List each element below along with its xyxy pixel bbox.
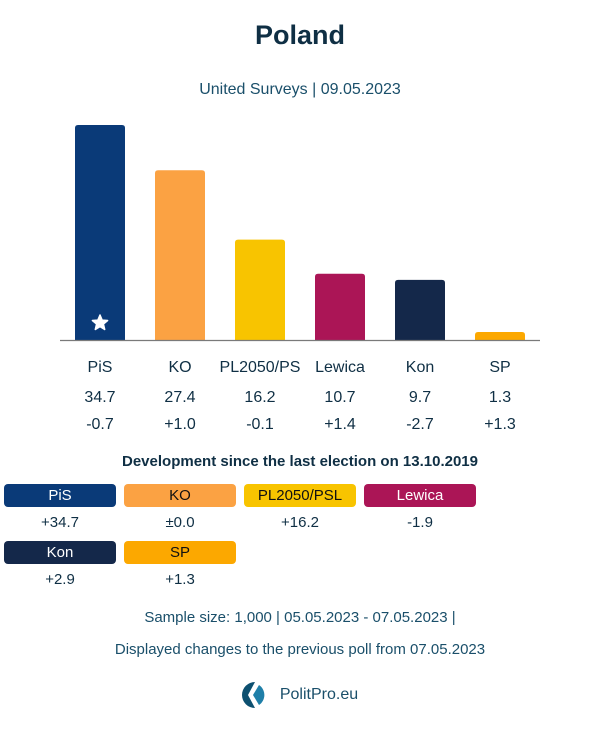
value-label: 34.7	[84, 389, 115, 406]
party-badge: KO	[124, 484, 236, 507]
value-label: 27.4	[164, 389, 195, 406]
bar-ko	[155, 170, 205, 340]
party-badge: Lewica	[364, 484, 476, 507]
value-label: 9.7	[409, 389, 431, 406]
bar-sp	[475, 331, 525, 340]
change-label: -0.7	[86, 416, 114, 433]
politpro-logo-icon	[241, 682, 265, 708]
category-label: PiS	[88, 359, 113, 376]
development-item: SP +1.3	[124, 541, 236, 592]
bar-kon	[395, 279, 445, 340]
development-grid: PiS +34.7 KO ±0.0 PL2050/PSL +16.2 Lewica -1.9 K…	[4, 484, 600, 598]
star-icon	[91, 314, 109, 331]
value-label: 10.7	[324, 389, 355, 406]
poll-source-date: United Surveys | 09.05.2023	[199, 81, 401, 98]
development-item: Lewica -1.9	[364, 484, 476, 535]
sample-size-text: Sample size: 1,000 | 05.05.2023 - 07.05.…	[144, 609, 456, 626]
development-item: KO ±0.0	[124, 484, 236, 535]
bar-lewica	[315, 273, 365, 340]
development-value: +2.9	[45, 571, 75, 588]
page-title: Poland	[254, 20, 345, 50]
development-value: -1.9	[407, 514, 433, 531]
category-label: KO	[168, 359, 191, 376]
change-label: +1.0	[164, 416, 196, 433]
change-label: +1.4	[324, 416, 356, 433]
development-value: +34.7	[41, 514, 79, 531]
development-item: Kon +2.9	[4, 541, 116, 592]
development-value: +1.3	[165, 571, 195, 588]
development-item: PiS +34.7	[4, 484, 116, 535]
value-label: 16.2	[244, 389, 275, 406]
bar-pis	[75, 125, 125, 340]
brand[interactable]: PolitPro.eu	[0, 682, 600, 708]
development-title: Development since the last election on 1…	[122, 453, 478, 470]
changes-note: Displayed changes to the previous poll f…	[114, 641, 486, 658]
party-badge: SP	[124, 541, 236, 564]
category-label: Kon	[406, 359, 434, 376]
change-label: -0.1	[246, 416, 274, 433]
development-value: +16.2	[281, 514, 319, 531]
bar-pl2050ps	[235, 239, 285, 340]
category-label: Lewica	[315, 359, 365, 376]
change-label: +1.3	[484, 416, 516, 433]
value-label: 1.3	[489, 389, 511, 406]
category-label: SP	[489, 359, 510, 376]
development-item: PL2050/PSL +16.2	[244, 484, 356, 535]
development-value: ±0.0	[165, 514, 195, 531]
change-label: -2.7	[406, 416, 434, 433]
brand-name: PolitPro.eu	[279, 686, 359, 703]
party-badge: PL2050/PSL	[244, 484, 356, 507]
bar-chart: PiS 34.7 -0.7 KO 27.4 +1.0 PL2050/PS 16.2 -0.1 Le…	[60, 125, 540, 433]
category-label: PL2050/PS	[220, 359, 301, 376]
party-badge: PiS	[4, 484, 116, 507]
party-badge: Kon	[4, 541, 116, 564]
